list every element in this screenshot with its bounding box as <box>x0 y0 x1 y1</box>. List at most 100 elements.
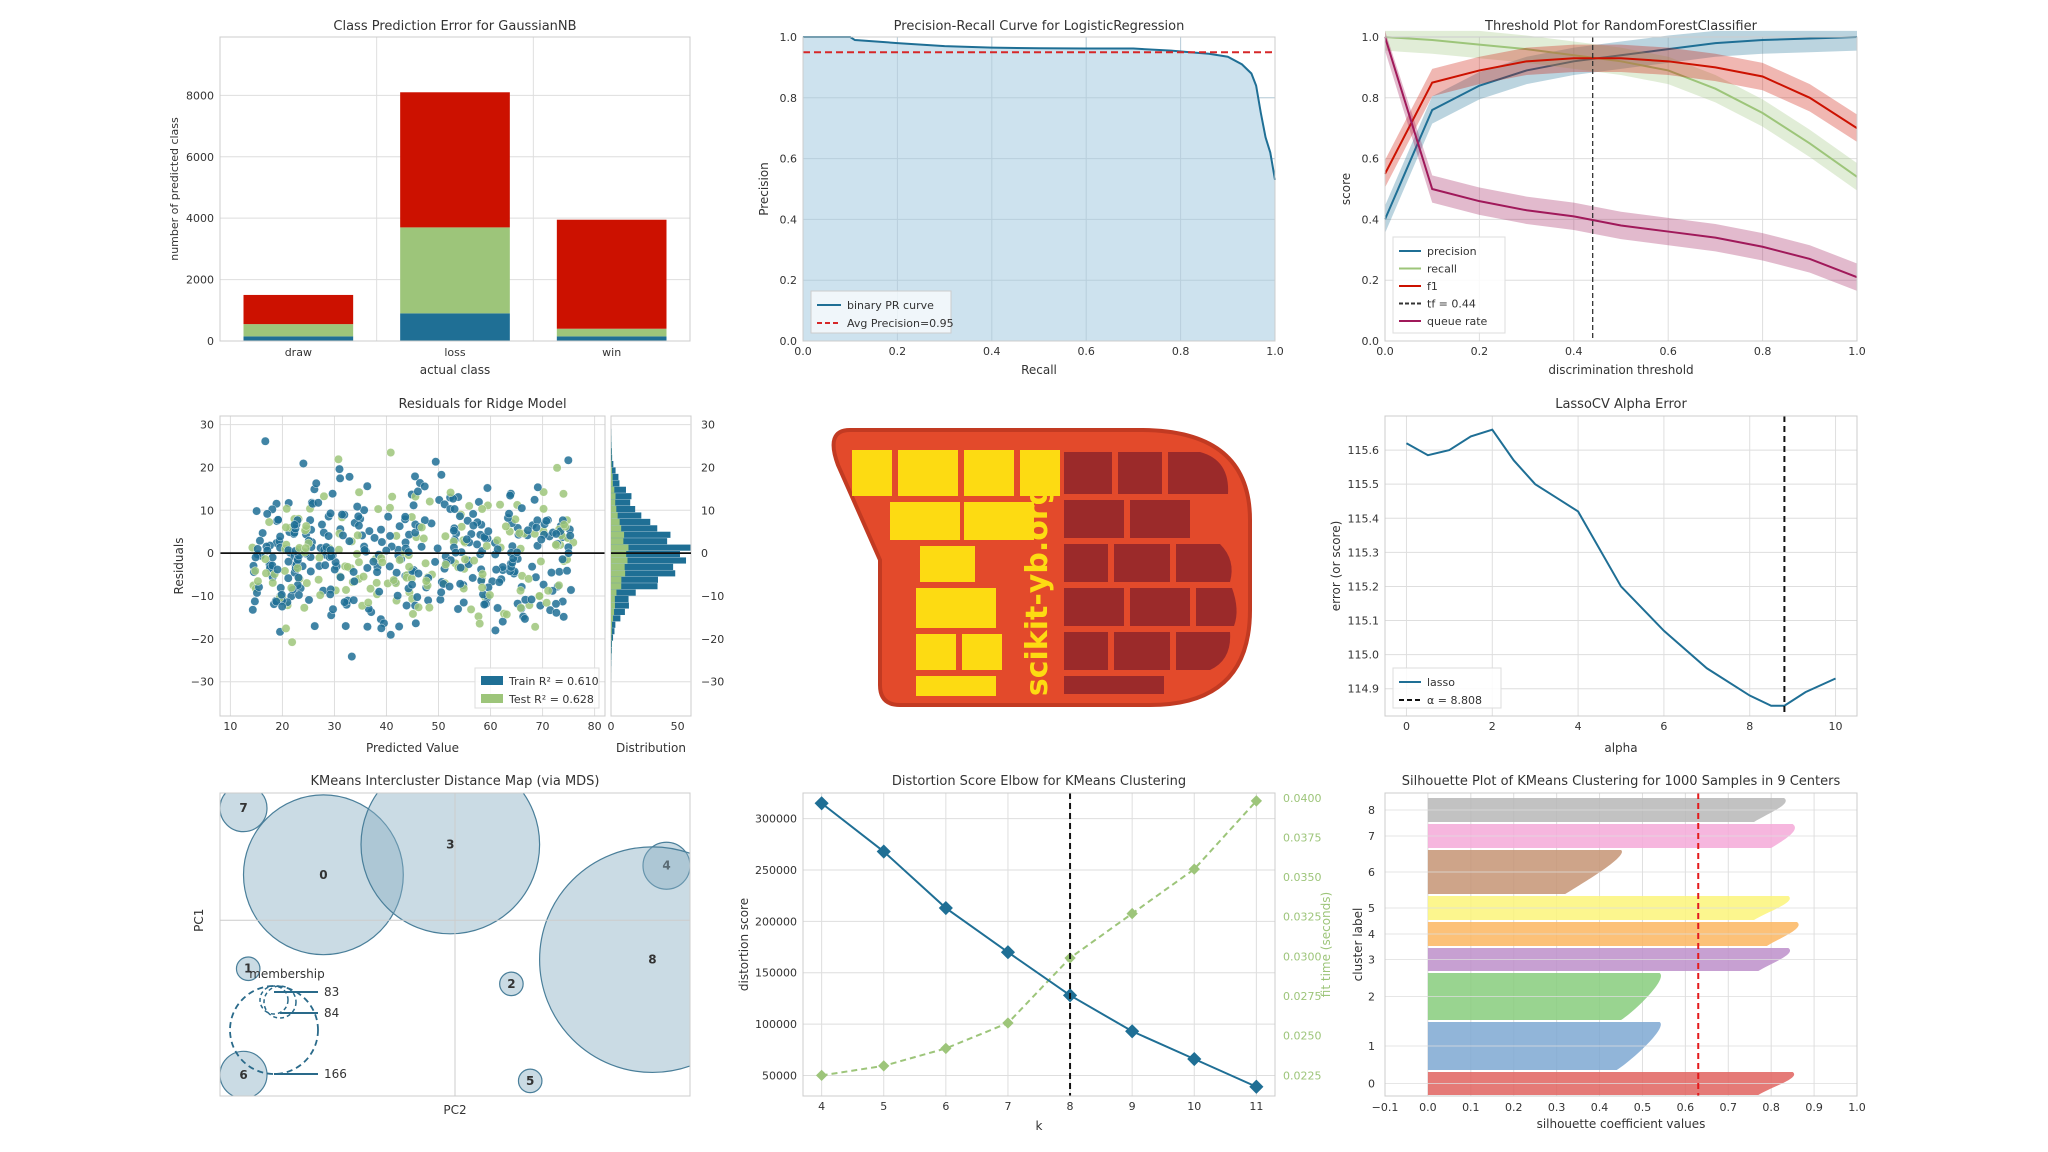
y-tick-label: 150000 <box>755 967 797 980</box>
logo-brick <box>1064 500 1124 538</box>
precision-recall-chart: 0.0 0.2 0.4 0.6 0.8 1.0 0.0 0.2 0.4 0.6 0.8 1.0 Prec… <box>757 19 1284 377</box>
bar-loss-draw <box>400 313 510 341</box>
logo-yellow-block <box>916 588 996 628</box>
y-tick-label: 0.2 <box>780 274 798 287</box>
residual-point <box>474 611 483 621</box>
residual-point <box>559 520 569 530</box>
residual-point <box>335 473 345 483</box>
residual-point <box>277 602 287 611</box>
residual-point <box>554 567 564 577</box>
distortion-point <box>1000 945 1016 960</box>
residual-point <box>264 517 274 527</box>
y-tick-label: 0.0 <box>1362 335 1380 348</box>
bar-win-draw <box>556 336 667 341</box>
fit-time-line <box>821 800 1258 1077</box>
residual-point <box>495 500 505 510</box>
histogram-bar <box>611 608 625 615</box>
residual-point <box>313 498 323 508</box>
y2-tick-label: 0.0400 <box>1283 792 1322 805</box>
cluster-label: 2 <box>507 977 515 991</box>
residual-point <box>505 491 515 500</box>
y-tick-label: 8000 <box>186 89 214 102</box>
histogram-bar <box>611 441 612 448</box>
cluster-label: 3 <box>446 838 454 852</box>
residual-point <box>491 565 501 575</box>
pr-area <box>803 37 1275 341</box>
y-tick-label: 0.2 <box>1362 274 1380 287</box>
residual-point <box>453 604 463 614</box>
histogram-bar <box>611 493 616 500</box>
residual-point <box>340 597 350 607</box>
legend-circle-84 <box>263 985 297 1019</box>
bar-loss-loss <box>400 227 510 314</box>
logo-yellow-block <box>964 502 1034 540</box>
residual-point <box>455 579 465 589</box>
residual-point <box>504 509 514 519</box>
y-tick-label: 0.0 <box>780 335 798 348</box>
x-tick-label: 0.1 <box>1462 1101 1480 1114</box>
residual-point <box>299 459 308 468</box>
residual-point <box>400 512 410 522</box>
y-tick-label: 114.9 <box>1348 683 1380 696</box>
residual-point <box>301 521 311 531</box>
logo-brick <box>1118 452 1162 494</box>
residual-point <box>446 488 455 497</box>
residual-point <box>250 566 260 576</box>
residual-point <box>441 531 450 541</box>
residual-point <box>389 575 399 585</box>
x-tick-label: 10 <box>1829 720 1843 733</box>
residual-point <box>466 605 476 614</box>
x-axis-label: silhouette coefficient values <box>1537 1117 1706 1131</box>
residual-point <box>441 560 451 570</box>
band-f1 <box>1385 44 1857 188</box>
residual-point <box>460 554 470 564</box>
y-tick-label: 250000 <box>755 864 797 877</box>
histogram-bar <box>611 583 622 590</box>
residual-point <box>354 487 364 497</box>
y-tick-label: 0 <box>1368 1078 1375 1091</box>
x-tick-label: 0.8 <box>1762 1101 1780 1114</box>
residual-point <box>359 505 369 515</box>
residual-point <box>430 557 440 567</box>
cluster-bubble-3 <box>360 793 541 935</box>
chart-title: Distortion Score Elbow for KMeans Cluste… <box>892 774 1186 789</box>
y-tick-label: 5 <box>1368 902 1375 915</box>
y-tick-label: 0 <box>207 547 214 560</box>
histogram-bar <box>611 647 612 654</box>
legend-label: recall <box>1427 263 1457 276</box>
y-tick-label: 1.0 <box>1362 31 1380 44</box>
distortion-point <box>938 900 953 916</box>
y2-tick-label: 0.0325 <box>1283 911 1322 924</box>
residual-point <box>281 624 291 633</box>
residual-point <box>334 454 343 464</box>
residual-point <box>482 541 492 551</box>
residual-point <box>563 455 573 465</box>
logo-brick <box>1064 632 1108 670</box>
residual-point <box>419 534 429 543</box>
residual-point <box>533 482 543 492</box>
residual-point <box>524 574 533 584</box>
y-tick-label: 2 <box>1368 991 1375 1004</box>
logo-yellow-block <box>890 502 960 540</box>
histogram-bar <box>611 506 636 513</box>
x-axis-label: alpha <box>1604 741 1637 755</box>
y-tick-label: 115.5 <box>1348 478 1380 491</box>
residual-point <box>468 509 478 519</box>
cluster-bubble-1 <box>235 956 261 982</box>
silhouette-chart: −0.1 0.0 0.1 0.2 0.3 0.4 0.5 0.6 0.7 0.8 0.9 1.0 Sil… <box>1351 774 1866 1131</box>
histogram-bar <box>611 551 627 558</box>
histogram-bar <box>611 544 629 551</box>
residual-point <box>459 598 469 607</box>
residual-point <box>315 553 324 563</box>
residual-point <box>469 556 479 565</box>
distortion-point <box>1249 1079 1264 1094</box>
lasso-curve <box>1405 428 1836 707</box>
x-tick-label: 30 <box>327 720 341 733</box>
legend-label: Train R² = 0.610 <box>508 675 599 688</box>
distortion-point <box>876 844 891 859</box>
histogram-bar <box>611 486 615 493</box>
residual-point <box>551 608 561 618</box>
fit-time-point <box>1126 907 1138 920</box>
residual-point <box>547 568 556 578</box>
chart-title: Threshold Plot for RandomForestClassifie… <box>1484 19 1758 34</box>
